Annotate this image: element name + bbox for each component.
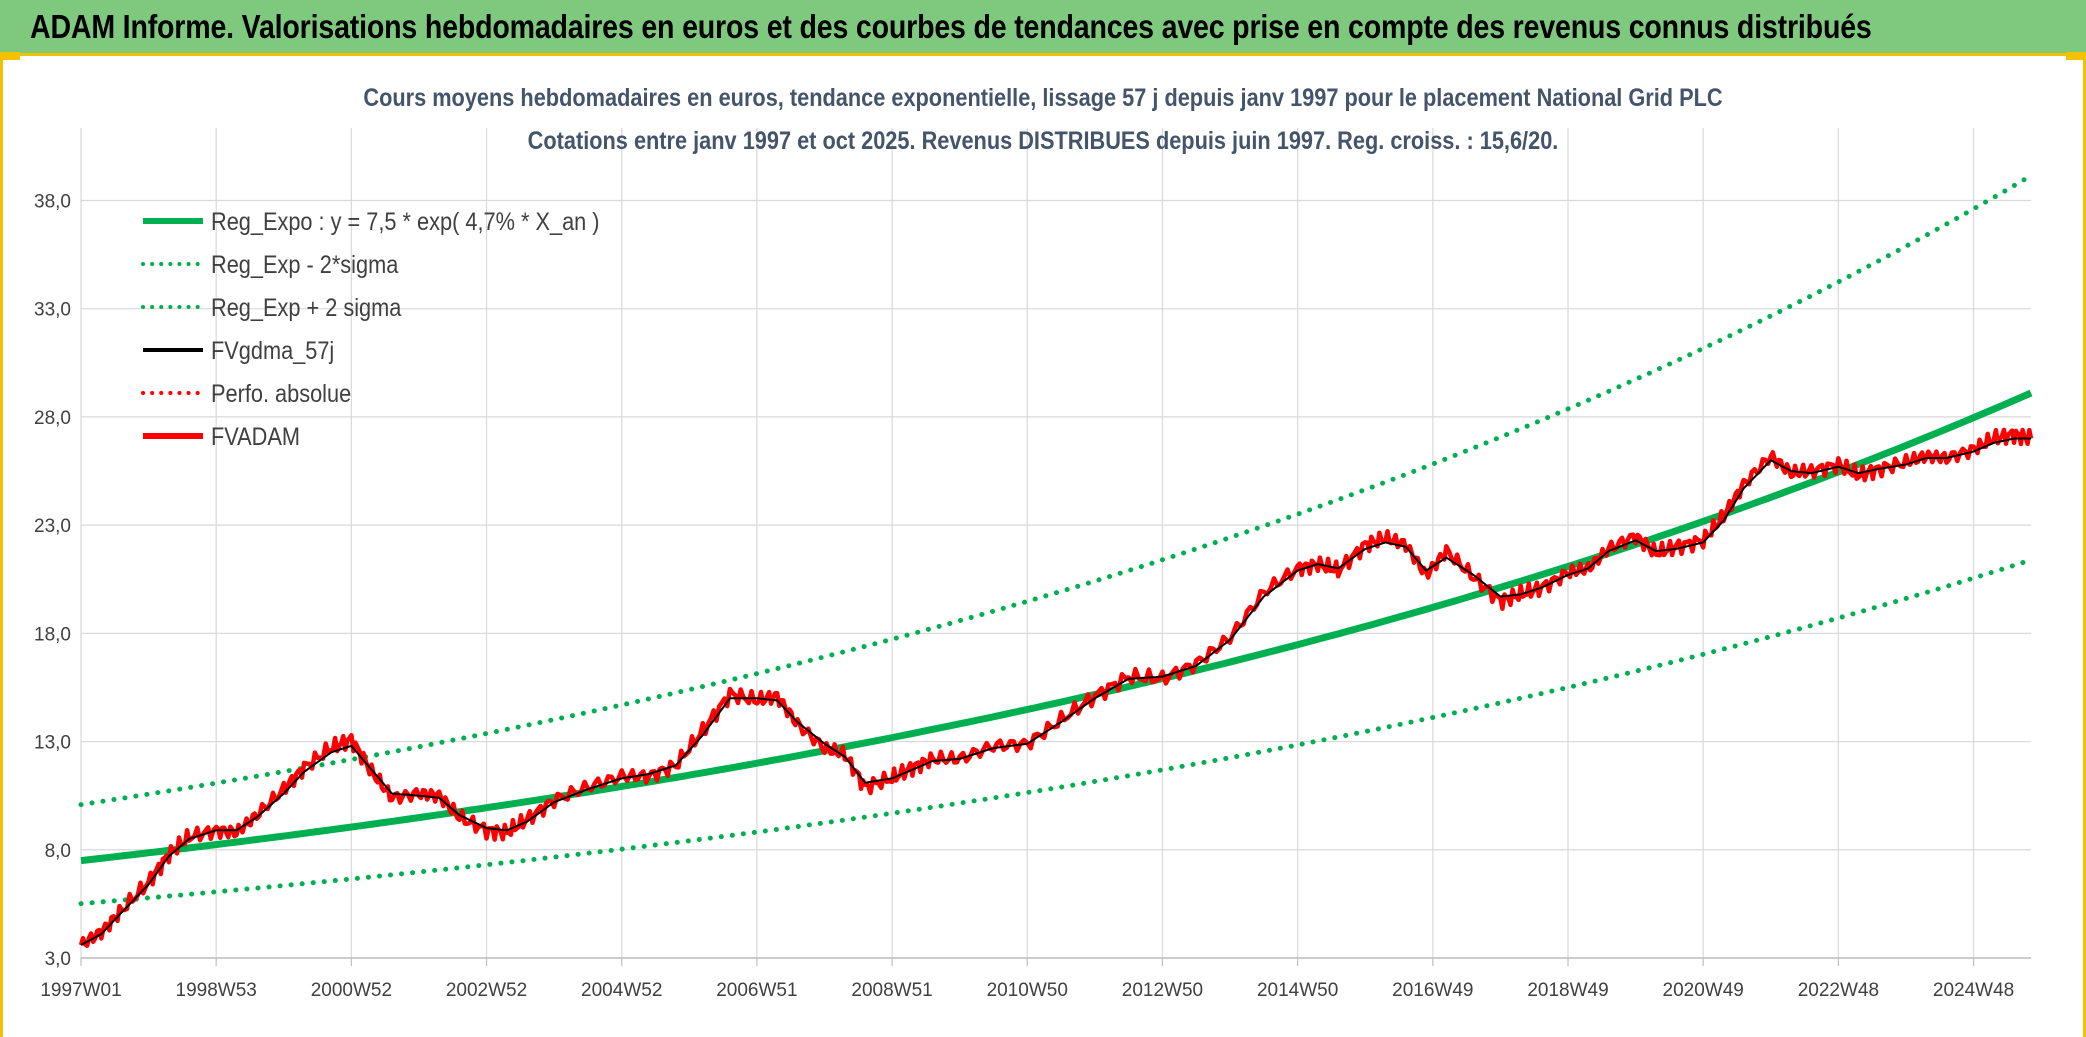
corner-accent-left — [0, 52, 20, 60]
axis-layer: 3,0 8,0 13,0 18,0 23,0 28,0 33,0 38,0 1997W01 199… — [34, 191, 2031, 1001]
y-tick-label: 18,0 — [34, 624, 71, 645]
x-tick-label: 1997W01 — [40, 980, 121, 1001]
chart-title-line2: Cotations entre janv 1997 et oct 2025. R… — [528, 127, 1559, 155]
header-title: ADAM Informe. Valorisations hebdomadaire… — [30, 8, 1872, 45]
corner-accent-right — [2066, 52, 2086, 60]
legend-label: Perfo. absolue — [211, 380, 351, 408]
x-tick-label: 2018W49 — [1527, 980, 1608, 1001]
x-tick-label: 1998W53 — [176, 980, 257, 1001]
y-tick-label: 8,0 — [45, 841, 71, 862]
legend-label: FVgdma_57j — [211, 337, 334, 365]
legend-label: Reg_Exp - 2*sigma — [211, 251, 399, 279]
x-tick-label: 2002W52 — [446, 980, 527, 1001]
x-tick-label: 2016W49 — [1392, 980, 1473, 1001]
x-tick-label: 2004W52 — [581, 980, 662, 1001]
series-reg-exp-minus-2sigma — [78, 557, 2034, 907]
x-tick-label: 2022W48 — [1798, 980, 1879, 1001]
series-layer — [78, 173, 2034, 948]
x-tick-label: 2014W50 — [1257, 980, 1338, 1001]
y-tick-label: 28,0 — [34, 408, 71, 429]
series-fvgdma-57j — [80, 437, 2031, 946]
y-tick-label: 3,0 — [45, 949, 71, 970]
y-tick-label: 38,0 — [34, 191, 71, 212]
x-tick-label: 2012W50 — [1122, 980, 1203, 1001]
y-tick-label: 13,0 — [34, 733, 71, 754]
x-tick-label: 2008W51 — [851, 980, 932, 1001]
chart-area: Cours moyens hebdomadaires en euros, ten… — [34, 84, 2034, 1001]
header-bar: ADAM Informe. Valorisations hebdomadaire… — [0, 0, 2086, 56]
chart-frame: Cours moyens hebdomadaires en euros, ten… — [0, 56, 2086, 1037]
legend-label: Reg_Expo : y = 7,5 * exp( 4,7% * X_an ) — [211, 208, 600, 236]
legend: Reg_Expo : y = 7,5 * exp( 4,7% * X_an ) R… — [141, 208, 600, 451]
y-tick-label: 23,0 — [34, 516, 71, 537]
series-reg-expo — [80, 389, 2033, 865]
chart-title-line1: Cours moyens hebdomadaires en euros, ten… — [363, 84, 1722, 112]
x-tick-label: 2010W50 — [987, 980, 1068, 1001]
series-reg-exp-plus-2sigma — [78, 173, 2034, 808]
legend-label: Reg_Exp + 2 sigma — [211, 294, 402, 322]
x-tick-label: 2024W48 — [1933, 980, 2014, 1001]
legend-label: FVADAM — [211, 423, 300, 451]
y-tick-label: 33,0 — [34, 300, 71, 321]
x-tick-label: 2020W49 — [1663, 980, 1744, 1001]
grid-layer — [80, 128, 2031, 959]
x-tick-label: 2000W52 — [311, 980, 392, 1001]
x-tick-label: 2006W51 — [716, 980, 797, 1001]
series-fvadam — [78, 427, 2034, 948]
